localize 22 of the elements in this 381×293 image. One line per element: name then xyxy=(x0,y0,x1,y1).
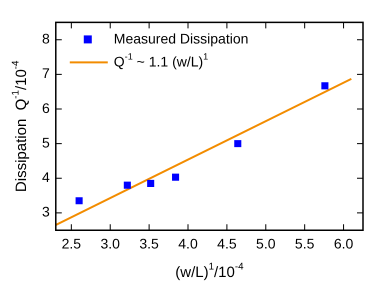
point xyxy=(234,140,242,148)
x-tick-label: 5.0 xyxy=(256,235,276,252)
point xyxy=(147,180,154,187)
point xyxy=(76,197,83,204)
y-tick-label: 8 xyxy=(42,30,50,47)
y-tick-label: 7 xyxy=(42,65,50,82)
y-axis-title: Dissipation Q-1/10-4 xyxy=(10,60,30,192)
x-tick-label: 4.5 xyxy=(217,235,237,252)
y-tick-label: 4 xyxy=(42,169,50,186)
x-tick-label: 4.0 xyxy=(178,235,198,252)
x-tick-label: 2.5 xyxy=(62,235,82,252)
x-tick-label: 3.5 xyxy=(139,235,160,252)
x-tick-label: 3.0 xyxy=(100,235,120,252)
point xyxy=(172,174,180,181)
legend-label: Measured Dissipation xyxy=(114,30,248,46)
x-tick-label: 5.5 xyxy=(294,235,315,252)
y-tick-label: 6 xyxy=(42,100,50,116)
x-tick-label: 6.0 xyxy=(334,235,354,252)
point xyxy=(321,82,328,90)
y-tick-label: 5 xyxy=(42,134,50,150)
point xyxy=(124,182,131,189)
y-tick-label: 3 xyxy=(42,204,50,220)
